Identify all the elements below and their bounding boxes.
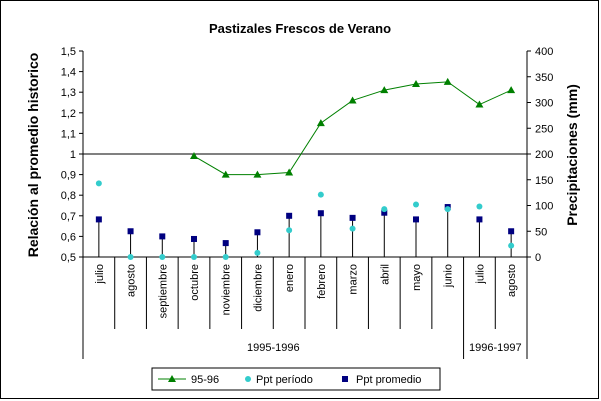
y-tick-label: 0,9 bbox=[61, 170, 76, 182]
y2-tick-label: 400 bbox=[535, 46, 553, 58]
x-tick-label: diciembre bbox=[252, 264, 264, 312]
series-95-96-marker bbox=[285, 168, 294, 176]
ppt-periodo-point bbox=[254, 249, 261, 256]
series-95-96-marker bbox=[348, 96, 357, 104]
legend-label-ppt-periodo: Ppt período bbox=[256, 374, 313, 386]
legend: 95-96 Ppt período Ppt promedio bbox=[151, 367, 441, 391]
series-95-96-marker bbox=[412, 79, 420, 87]
ppt-periodo-point bbox=[413, 201, 419, 208]
period-label: 1996-1997 bbox=[469, 342, 522, 354]
x-tick-label: julio bbox=[94, 264, 106, 285]
y2-tick-label: 150 bbox=[535, 175, 553, 187]
x-tick-label: noviembre bbox=[221, 264, 233, 315]
ppt-periodo-point bbox=[381, 206, 388, 213]
legend-swatch-95-96-marker bbox=[168, 375, 176, 382]
x-tick-label: marzo bbox=[348, 264, 360, 295]
y-tick-label: 1,2 bbox=[61, 108, 76, 120]
legend-swatch-ppt-promedio bbox=[342, 376, 348, 382]
y2-tick-label: 200 bbox=[535, 149, 553, 161]
ppt-periodo-point bbox=[159, 254, 166, 260]
ppt-promedio-point bbox=[349, 214, 356, 221]
ppt-promedio-point bbox=[508, 228, 515, 235]
series-95-96-marker bbox=[507, 86, 516, 94]
y-tick-label: 1,5 bbox=[61, 46, 76, 58]
y2-tick-label: 250 bbox=[535, 123, 553, 135]
y-tick-label: 1,4 bbox=[61, 67, 76, 79]
ppt-periodo-point bbox=[317, 191, 324, 198]
ppt-promedio-point bbox=[95, 216, 102, 223]
ppt-promedio-point bbox=[127, 228, 134, 235]
legend-box bbox=[151, 367, 441, 391]
ppt-promedio-point bbox=[413, 216, 419, 223]
y-tick-label: 1 bbox=[70, 149, 76, 161]
x-tick-label: agosto bbox=[126, 264, 138, 297]
series-95-96-marker bbox=[380, 86, 389, 94]
ppt-periodo-point bbox=[349, 225, 356, 232]
y2-tick-label: 300 bbox=[535, 98, 553, 110]
x-tick-label: enero bbox=[284, 264, 296, 292]
ppt-promedio-point bbox=[381, 209, 388, 216]
ppt-promedio-point bbox=[191, 235, 197, 242]
x-tick-label: octubre bbox=[189, 264, 201, 301]
ppt-promedio-point bbox=[476, 216, 483, 223]
x-tick-label: abril bbox=[379, 264, 391, 285]
y-tick-label: 1,1 bbox=[61, 128, 76, 140]
legend-swatch-ppt-periodo bbox=[245, 376, 251, 382]
series-95-96-marker bbox=[475, 100, 484, 108]
ppt-promedio-point bbox=[222, 240, 229, 247]
x-tick-label: febrero bbox=[316, 264, 328, 299]
y-tick-label: 0,5 bbox=[61, 252, 76, 264]
ppt-periodo-point bbox=[222, 254, 229, 260]
series-95-96-marker bbox=[190, 152, 198, 160]
y2-tick-label: 50 bbox=[535, 226, 547, 238]
ppt-periodo-point bbox=[127, 254, 134, 260]
y2-tick-label: 350 bbox=[535, 72, 553, 84]
x-tick-label: julio bbox=[474, 264, 486, 285]
ppt-periodo-point bbox=[508, 242, 515, 249]
ppt-periodo-point bbox=[286, 227, 293, 234]
x-tick-label: septiembre bbox=[157, 264, 169, 318]
series-95-96-marker bbox=[253, 170, 262, 178]
x-tick-label: agosto bbox=[506, 264, 518, 297]
period-label: 1995-1996 bbox=[247, 342, 300, 354]
y-tick-label: 0,6 bbox=[61, 231, 76, 243]
ppt-promedio-point bbox=[317, 210, 324, 217]
plot-area: 0,5 0,6 0,7 0,8 0,9 1 1,1 1,2 1,3 1,4 1,5 0 50 100 150… bbox=[61, 46, 553, 359]
x-tick-label: junio bbox=[443, 264, 455, 288]
y-tick-label: 1,3 bbox=[61, 87, 76, 99]
y2-tick-label: 0 bbox=[535, 252, 541, 264]
ppt-promedio-point bbox=[286, 212, 293, 219]
chart-title: Pastizales Frescos de Verano bbox=[209, 21, 391, 36]
y-axis-label: Relación al promedio historico bbox=[25, 53, 41, 258]
x-tick-label: mayo bbox=[411, 264, 423, 291]
ppt-promedio-point bbox=[254, 229, 261, 236]
series-95-96-marker bbox=[443, 77, 452, 85]
ppt-periodo-point bbox=[95, 180, 102, 187]
ppt-promedio-point bbox=[159, 233, 166, 240]
ppt-periodo-point bbox=[191, 254, 197, 260]
y2-axis-label: Precipitaciones (mm) bbox=[564, 84, 580, 226]
ppt-periodo-point bbox=[476, 203, 483, 210]
series-95-96-marker bbox=[221, 170, 230, 178]
legend-label-95-96: 95-96 bbox=[191, 374, 219, 386]
y-tick-label: 0,8 bbox=[61, 190, 76, 202]
y-tick-label: 0,7 bbox=[61, 211, 76, 223]
y2-tick-label: 100 bbox=[535, 201, 553, 213]
ppt-periodo-point bbox=[444, 206, 451, 213]
legend-label-ppt-promedio: Ppt promedio bbox=[356, 374, 421, 386]
series-95-96-marker bbox=[316, 119, 325, 127]
